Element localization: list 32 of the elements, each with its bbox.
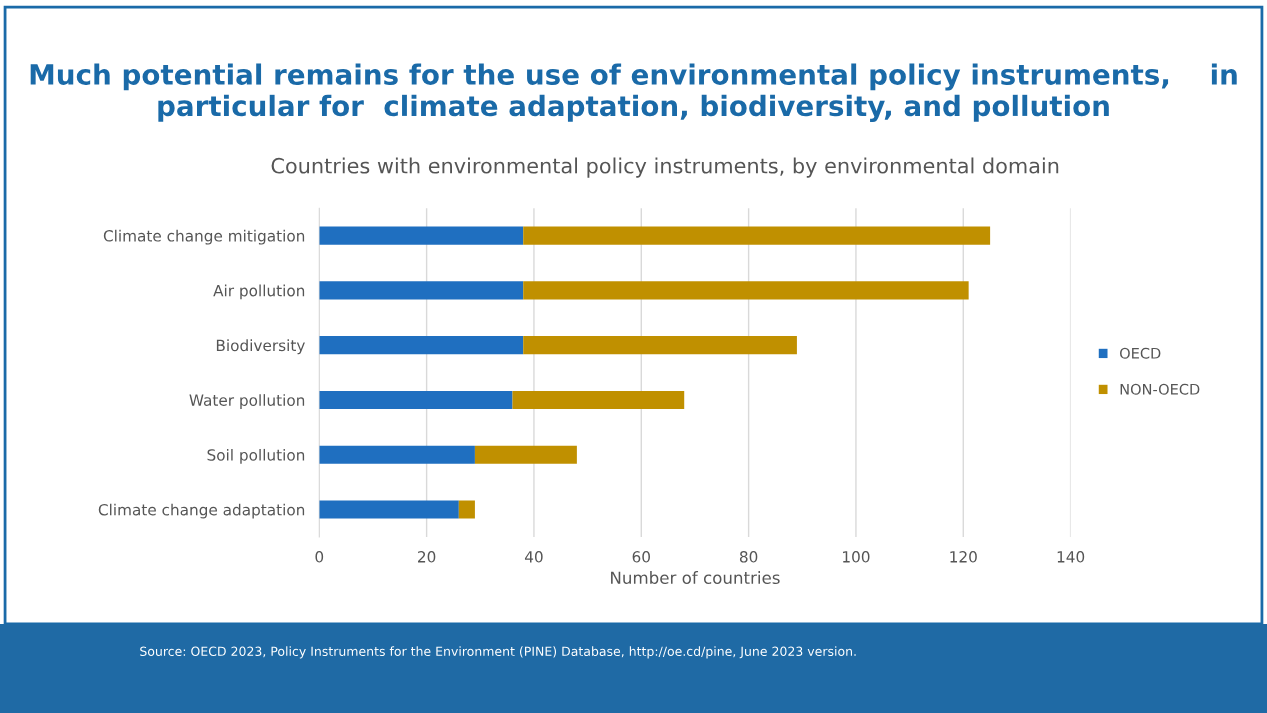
x-tick-label: 120 <box>950 551 977 563</box>
bar <box>319 390 513 409</box>
bar <box>319 500 459 519</box>
bar <box>319 226 524 245</box>
bar <box>523 336 797 355</box>
chart-subtitle: Countries with environmental policy instruments, by environmental domain <box>271 157 1059 178</box>
y-tick-label: Climate change mitigation <box>103 229 305 245</box>
bar <box>474 445 577 464</box>
bar <box>319 281 524 300</box>
y-tick-label: Water pollution <box>189 394 305 409</box>
x-tick-label: 40 <box>524 551 543 563</box>
bar <box>523 226 991 245</box>
bar <box>512 390 685 409</box>
y-tick-label: Air pollution <box>213 284 305 300</box>
legend-label: NON-OECD <box>1120 383 1200 395</box>
x-tick-label: 60 <box>632 551 650 563</box>
source-note: Source: OECD 2023, Policy Instruments for the Environment (PINE) Database, http://oe.cd/pine, June 2023 version. <box>140 646 856 659</box>
x-tick-label: 140 <box>1057 551 1085 563</box>
bar <box>523 281 969 300</box>
bar <box>458 500 475 519</box>
bar <box>319 336 524 355</box>
x-axis-title: Number of countries <box>611 571 780 585</box>
x-tick-label: 80 <box>739 551 758 563</box>
bar <box>319 445 475 464</box>
x-tick-label: 20 <box>418 551 436 563</box>
x-tick-label: 100 <box>843 551 870 563</box>
chart-title: Much potential remains for the use of environmental policy instruments, in particular for climate adaptation, biodiversity, and pollution <box>30 63 1237 122</box>
x-tick-label: 0 <box>315 551 324 563</box>
y-tick-label: Soil pollution <box>207 448 305 464</box>
legend-label: OECD <box>1120 347 1161 359</box>
y-tick-label: Biodiversity <box>216 339 305 355</box>
y-tick-label: Climate change adaptation <box>98 503 305 519</box>
